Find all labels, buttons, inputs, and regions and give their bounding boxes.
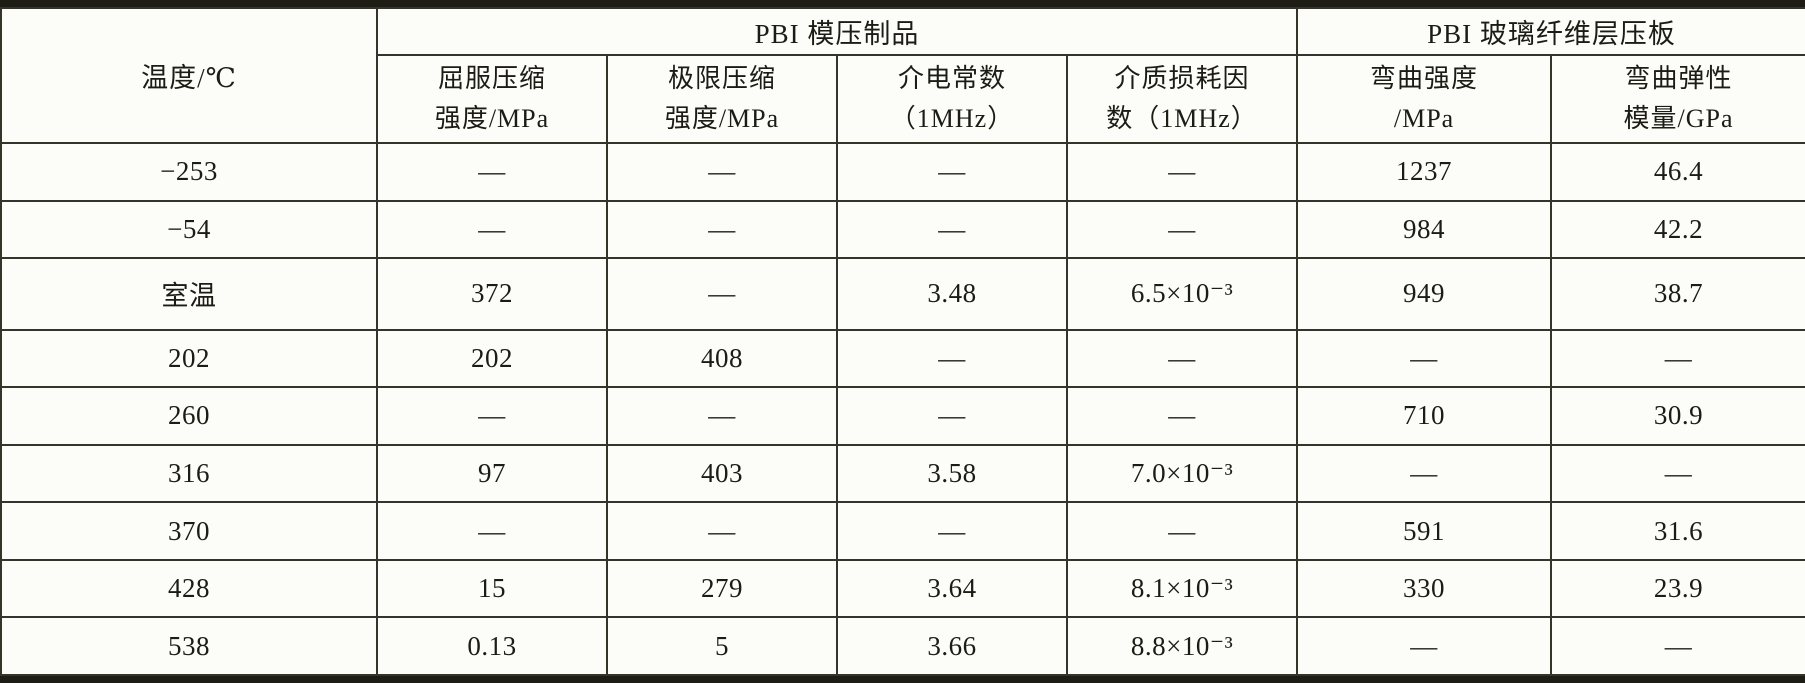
pbi-properties-table: 温度/℃ PBI 模压制品 PBI 玻璃纤维层压板 屈服压缩 强度/MPa 极限…	[0, 7, 1805, 676]
value-cell: —	[1296, 328, 1553, 389]
header-temperature: 温度/℃	[0, 7, 378, 144]
group-header-glass-fiber-laminate: PBI 玻璃纤维层压板	[1296, 7, 1805, 56]
value-cell: 3.58	[836, 443, 1068, 504]
value-cell: —	[1065, 199, 1299, 260]
value-cell: 202	[376, 328, 608, 389]
column-header-dissipation-factor: 介质损耗因 数（1MHz）	[1065, 54, 1299, 144]
value-cell: 15	[376, 558, 608, 619]
value-cell: —	[1065, 328, 1299, 389]
temperature-cell: −54	[0, 199, 378, 260]
value-cell: 710	[1296, 386, 1553, 446]
value-cell: —	[606, 501, 838, 561]
table-row: 202 202 408 — — — —	[0, 328, 1805, 389]
table-body: −253 — — — — 1237 46.4 −54 — — — — 984 4…	[0, 142, 1805, 676]
table-row: 室温 372 — 3.48 6.5×10⁻³ 949 38.7	[0, 257, 1805, 331]
temperature-cell: 室温	[0, 257, 378, 331]
table-row: 316 97 403 3.58 7.0×10⁻³ — —	[0, 443, 1805, 504]
column-header-ultimate-compressive-strength: 极限压缩 强度/MPa	[606, 54, 838, 144]
table-row: 428 15 279 3.64 8.1×10⁻³ 330 23.9	[0, 558, 1805, 619]
temperature-cell: 316	[0, 443, 378, 504]
value-cell: —	[836, 328, 1068, 389]
value-cell: 330	[1296, 558, 1553, 619]
value-cell: —	[1065, 501, 1299, 561]
value-cell: —	[1550, 443, 1805, 504]
value-cell: 30.9	[1550, 386, 1805, 446]
table-row: −253 — — — — 1237 46.4	[0, 142, 1805, 202]
value-cell: 31.6	[1550, 501, 1805, 561]
value-cell: —	[606, 142, 838, 202]
temperature-cell: 260	[0, 386, 378, 446]
value-cell: —	[836, 386, 1068, 446]
value-cell: 8.1×10⁻³	[1065, 558, 1299, 619]
value-cell: —	[376, 142, 608, 202]
value-cell: —	[1550, 616, 1805, 676]
header-row-groups: 温度/℃ PBI 模压制品 PBI 玻璃纤维层压板	[0, 7, 1805, 144]
value-cell: 949	[1296, 257, 1553, 331]
value-cell: —	[1296, 616, 1553, 676]
value-cell: 5	[606, 616, 838, 676]
temperature-cell: 538	[0, 616, 378, 676]
column-header-flexural-strength: 弯曲强度 /MPa	[1296, 54, 1553, 144]
value-cell: 46.4	[1550, 142, 1805, 202]
value-cell: —	[606, 386, 838, 446]
value-cell: 3.66	[836, 616, 1068, 676]
value-cell: 42.2	[1550, 199, 1805, 260]
temperature-cell: −253	[0, 142, 378, 202]
table-row: 370 — — — — 591 31.6	[0, 501, 1805, 561]
value-cell: 3.64	[836, 558, 1068, 619]
value-cell: 7.0×10⁻³	[1065, 443, 1299, 504]
group-header-molded-products: PBI 模压制品	[375, 7, 1299, 56]
value-cell: 8.8×10⁻³	[1065, 616, 1299, 676]
value-cell: —	[376, 386, 608, 446]
value-cell: —	[376, 199, 608, 260]
value-cell: —	[836, 501, 1068, 561]
column-header-flexural-modulus: 弯曲弹性 模量/GPa	[1550, 54, 1805, 144]
table-row: 260 — — — — 710 30.9	[0, 386, 1805, 446]
value-cell: —	[1065, 142, 1299, 202]
value-cell: 372	[376, 257, 608, 331]
value-cell: 3.48	[836, 257, 1068, 331]
value-cell: —	[606, 257, 838, 331]
value-cell: —	[836, 199, 1068, 260]
value-cell: 591	[1296, 501, 1553, 561]
table-row: −54 — — — — 984 42.2	[0, 199, 1805, 260]
temperature-cell: 202	[0, 328, 378, 389]
value-cell: 408	[606, 328, 838, 389]
value-cell: 97	[376, 443, 608, 504]
value-cell: 23.9	[1550, 558, 1805, 619]
value-cell: —	[1550, 328, 1805, 389]
value-cell: 403	[606, 443, 838, 504]
value-cell: —	[1065, 386, 1299, 446]
value-cell: —	[836, 142, 1068, 202]
value-cell: 1237	[1296, 142, 1553, 202]
table-header: 温度/℃ PBI 模压制品 PBI 玻璃纤维层压板 屈服压缩 强度/MPa 极限…	[0, 7, 1805, 144]
temperature-cell: 428	[0, 558, 378, 619]
value-cell: 279	[606, 558, 838, 619]
value-cell: —	[606, 199, 838, 260]
value-cell: 0.13	[376, 616, 608, 676]
header-row-columns: 屈服压缩 强度/MPa 极限压缩 强度/MPa 介电常数 （1MHz） 介质损耗…	[1, 54, 1805, 144]
value-cell: 984	[1296, 199, 1553, 260]
value-cell: —	[376, 501, 608, 561]
value-cell: 6.5×10⁻³	[1065, 257, 1299, 331]
column-header-yield-compressive-strength: 屈服压缩 强度/MPa	[376, 54, 608, 144]
column-header-dielectric-constant: 介电常数 （1MHz）	[836, 54, 1068, 144]
temperature-cell: 370	[0, 501, 378, 561]
value-cell: —	[1296, 443, 1553, 504]
value-cell: 38.7	[1550, 257, 1805, 331]
table-row: 538 0.13 5 3.66 8.8×10⁻³ — —	[0, 616, 1805, 676]
